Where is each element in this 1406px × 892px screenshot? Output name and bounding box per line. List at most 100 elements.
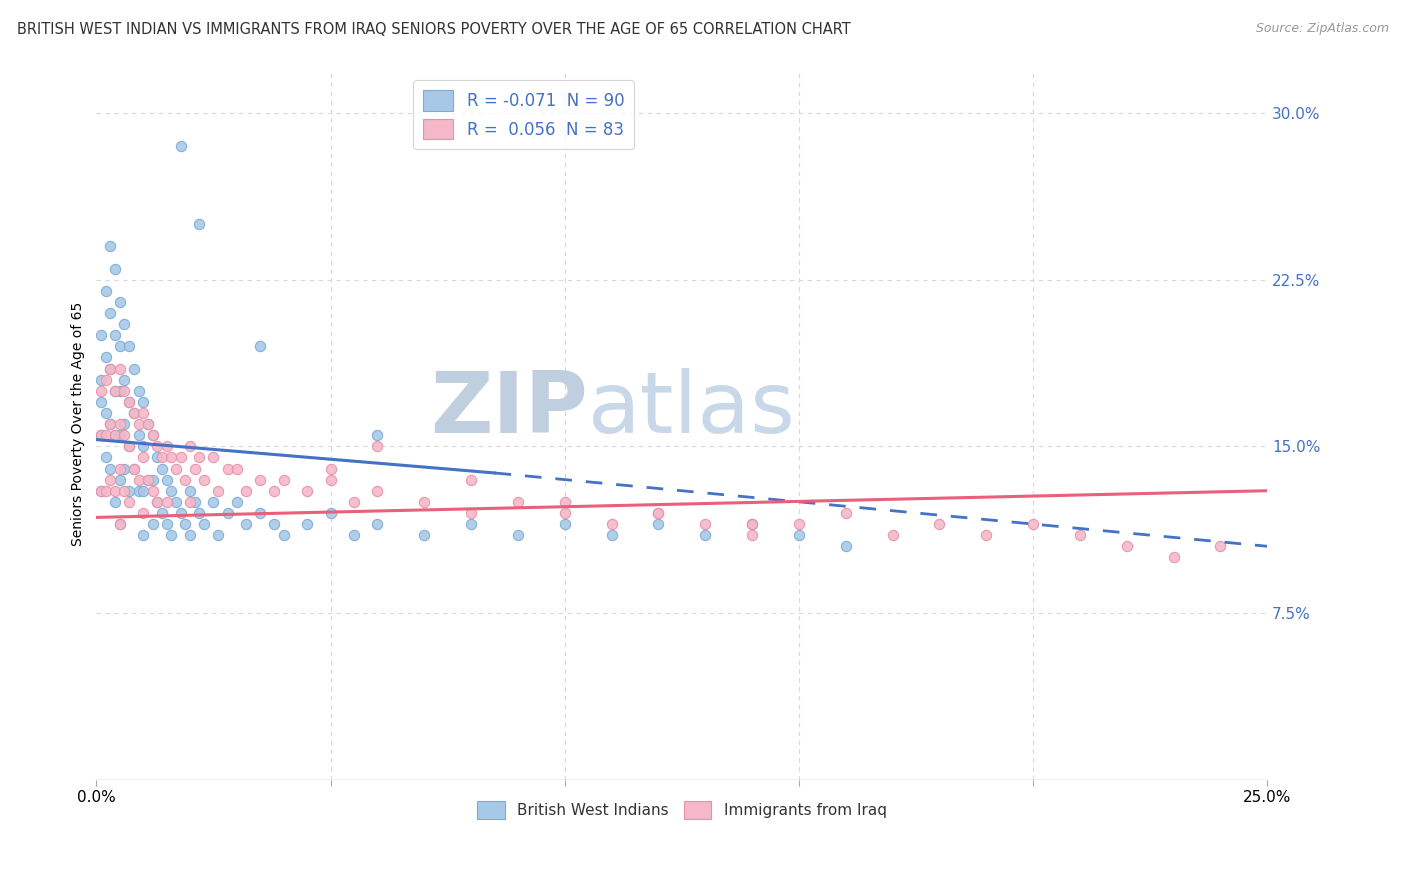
Point	[169, 450, 191, 465]
Point	[319, 473, 342, 487]
Legend: British West Indians, Immigrants from Iraq: British West Indians, Immigrants from Ir…	[471, 795, 893, 825]
Point	[94, 483, 117, 498]
Point	[263, 517, 285, 532]
Point	[188, 217, 211, 231]
Point	[249, 339, 271, 353]
Point	[506, 495, 529, 509]
Point	[128, 417, 150, 431]
Point	[155, 517, 177, 532]
Point	[114, 317, 136, 331]
Point	[217, 461, 239, 475]
Point	[128, 483, 150, 498]
Point	[183, 461, 205, 475]
Point	[741, 517, 763, 532]
Point	[460, 517, 482, 532]
Point	[118, 495, 141, 509]
Point	[128, 428, 150, 442]
Point	[90, 394, 112, 409]
Point	[413, 495, 436, 509]
Point	[273, 473, 295, 487]
Point	[174, 517, 197, 532]
Point	[413, 528, 436, 542]
Point	[343, 495, 366, 509]
Point	[150, 450, 173, 465]
Point	[179, 528, 201, 542]
Point	[235, 483, 257, 498]
Point	[460, 473, 482, 487]
Point	[249, 506, 271, 520]
Point	[1209, 539, 1232, 553]
Point	[1022, 517, 1045, 532]
Point	[600, 528, 623, 542]
Point	[132, 450, 155, 465]
Point	[108, 384, 131, 398]
Point	[94, 284, 117, 298]
Point	[169, 506, 191, 520]
Point	[122, 461, 145, 475]
Point	[188, 506, 211, 520]
Point	[90, 428, 112, 442]
Point	[741, 528, 763, 542]
Point	[193, 517, 215, 532]
Point	[155, 495, 177, 509]
Point	[118, 439, 141, 453]
Point	[104, 495, 127, 509]
Point	[114, 384, 136, 398]
Point	[122, 461, 145, 475]
Point	[108, 517, 131, 532]
Text: ZIP: ZIP	[430, 368, 588, 451]
Point	[94, 373, 117, 387]
Point	[155, 439, 177, 453]
Point	[100, 306, 122, 320]
Point	[695, 528, 717, 542]
Point	[90, 384, 112, 398]
Point	[263, 483, 285, 498]
Point	[108, 361, 131, 376]
Point	[179, 495, 201, 509]
Point	[108, 428, 131, 442]
Point	[695, 517, 717, 532]
Point	[114, 461, 136, 475]
Point	[108, 473, 131, 487]
Point	[132, 528, 155, 542]
Point	[114, 483, 136, 498]
Point	[835, 506, 858, 520]
Point	[165, 461, 187, 475]
Point	[160, 528, 183, 542]
Point	[132, 506, 155, 520]
Point	[174, 473, 197, 487]
Point	[132, 483, 155, 498]
Point	[90, 483, 112, 498]
Point	[114, 428, 136, 442]
Point	[142, 428, 165, 442]
Point	[108, 294, 131, 309]
Point	[787, 517, 810, 532]
Point	[114, 417, 136, 431]
Point	[165, 495, 187, 509]
Point	[179, 483, 201, 498]
Point	[142, 473, 165, 487]
Point	[118, 394, 141, 409]
Point	[100, 361, 122, 376]
Point	[100, 473, 122, 487]
Text: Source: ZipAtlas.com: Source: ZipAtlas.com	[1256, 22, 1389, 36]
Point	[100, 461, 122, 475]
Point	[249, 473, 271, 487]
Point	[207, 528, 229, 542]
Point	[108, 461, 131, 475]
Point	[366, 428, 388, 442]
Point	[100, 417, 122, 431]
Point	[225, 495, 247, 509]
Point	[155, 473, 177, 487]
Point	[202, 450, 225, 465]
Point	[90, 373, 112, 387]
Point	[366, 517, 388, 532]
Point	[179, 439, 201, 453]
Point	[217, 506, 239, 520]
Point	[295, 517, 318, 532]
Point	[235, 517, 257, 532]
Point	[193, 473, 215, 487]
Point	[460, 506, 482, 520]
Point	[104, 328, 127, 343]
Point	[100, 361, 122, 376]
